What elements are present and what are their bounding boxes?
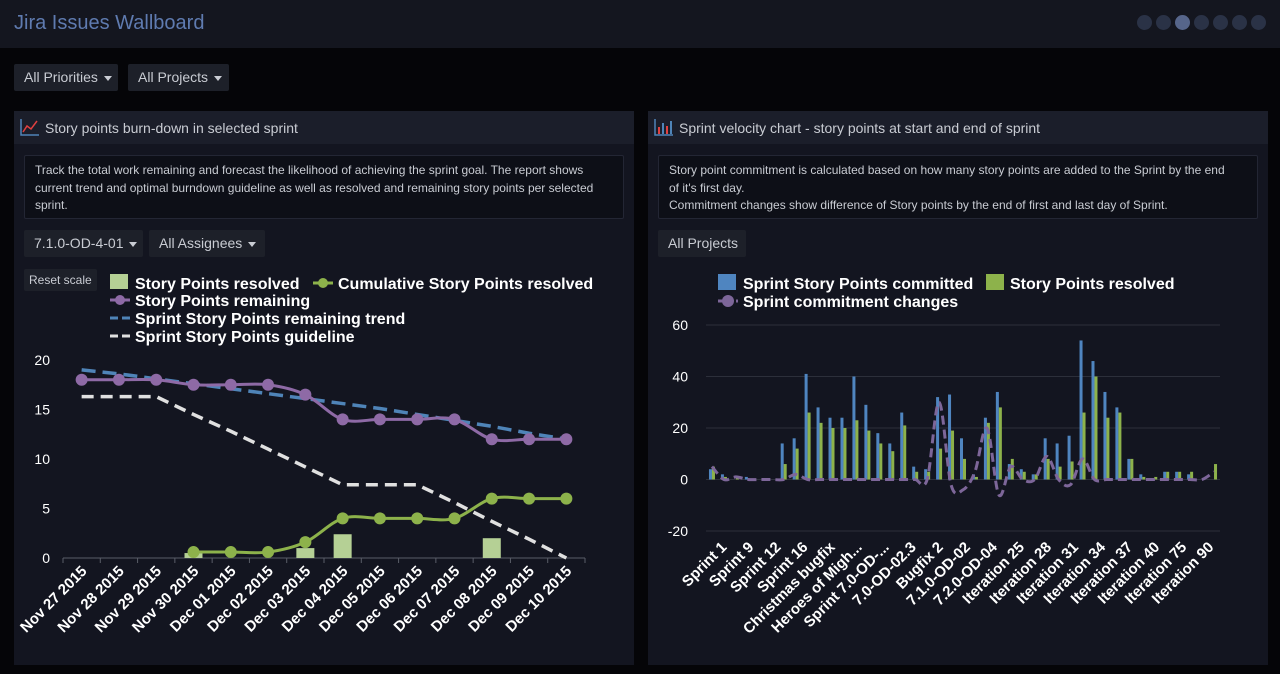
page-dot[interactable]	[1137, 15, 1152, 30]
chevron-down-icon	[248, 241, 257, 247]
chevron-down-icon	[214, 75, 223, 81]
app-title: Jira Issues Wallboard	[14, 12, 205, 34]
projects-dropdown[interactable]: All Projects	[128, 64, 229, 91]
burndown-panel-header: Story points burn-down in selected sprin…	[14, 111, 634, 144]
velocity-panel-header: Sprint velocity chart - story points at …	[648, 111, 1268, 144]
assignee-dropdown-label: All Assignees	[159, 235, 243, 251]
velocity-description: Story point commitment is calculated bas…	[658, 155, 1258, 219]
burndown-panel-title: Story points burn-down in selected sprin…	[45, 120, 298, 136]
page-dot[interactable]	[1213, 15, 1228, 30]
priorities-dropdown-label: All Priorities	[24, 69, 98, 85]
description-line: Track the total work remaining and forec…	[35, 163, 584, 177]
velocity-projects-label: All Projects	[668, 235, 739, 251]
description-line: Commitment changes show difference of St…	[669, 198, 1168, 212]
sprint-dropdown-label: 7.1.0-OD-4-01	[34, 235, 124, 251]
description-line: of it's first day.	[669, 180, 745, 195]
description-line: Story point commitment is calculated bas…	[669, 163, 1225, 177]
chevron-down-icon	[129, 241, 138, 247]
projects-dropdown-label: All Projects	[138, 69, 209, 85]
velocity-panel: Sprint velocity chart - story points at …	[648, 111, 1268, 665]
chevron-down-icon	[103, 75, 112, 81]
bar-chart-icon	[654, 119, 673, 136]
description-line: sprint.	[35, 198, 68, 212]
page-dots	[1137, 15, 1266, 30]
page-dot[interactable]	[1251, 15, 1266, 30]
line-chart-icon	[20, 119, 39, 136]
burndown-panel: Story points burn-down in selected sprin…	[14, 111, 634, 665]
page-dot[interactable]	[1156, 15, 1171, 30]
burndown-description: Track the total work remaining and forec…	[24, 155, 624, 219]
description-line: current trend and optimal burndown guide…	[35, 180, 594, 195]
page-dot[interactable]	[1232, 15, 1247, 30]
reset-scale-button[interactable]: Reset scale	[24, 269, 97, 291]
velocity-projects-button[interactable]: All Projects	[658, 230, 746, 257]
page-dot[interactable]	[1194, 15, 1209, 30]
page-dot[interactable]	[1175, 15, 1190, 30]
top-bar: Jira Issues Wallboard	[0, 0, 1280, 48]
velocity-panel-title: Sprint velocity chart - story points at …	[679, 120, 1041, 136]
priorities-dropdown[interactable]: All Priorities	[14, 64, 118, 91]
sprint-dropdown[interactable]: 7.1.0-OD-4-01	[24, 230, 143, 257]
assignee-dropdown[interactable]: All Assignees	[149, 230, 265, 257]
